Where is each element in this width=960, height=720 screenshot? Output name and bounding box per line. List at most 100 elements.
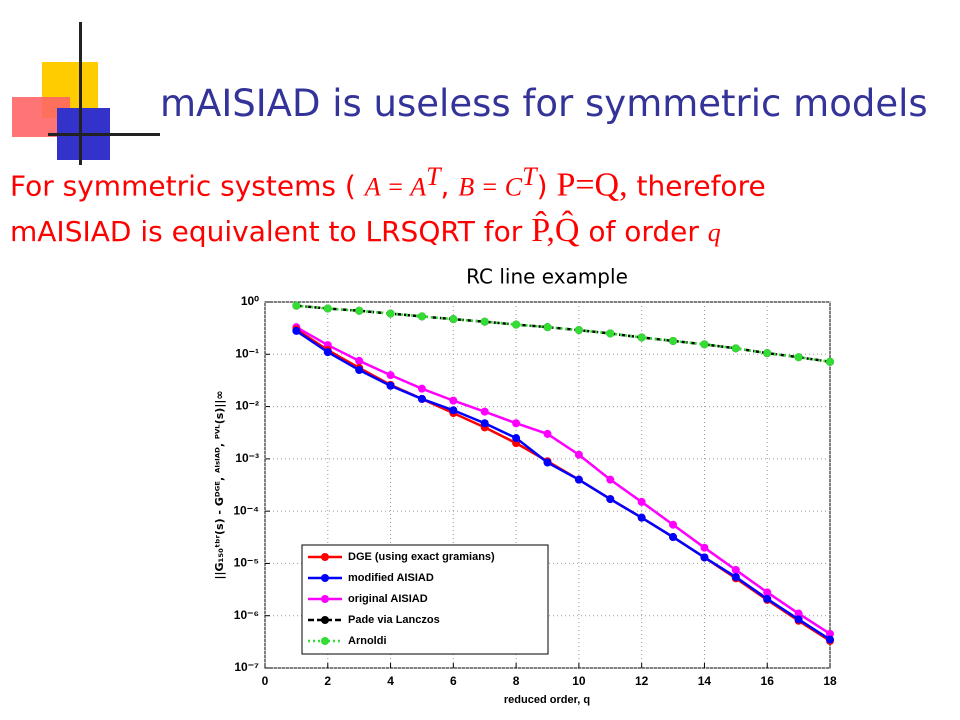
- legend-marker: [321, 616, 329, 624]
- point: [606, 495, 615, 504]
- point: [480, 317, 489, 326]
- text: of order: [588, 215, 699, 248]
- math: B = C: [458, 172, 523, 202]
- point: [480, 419, 489, 428]
- point: [292, 301, 301, 310]
- point: [512, 320, 521, 329]
- point: [637, 513, 646, 522]
- x-tick-label: 12: [635, 674, 649, 688]
- point: [826, 357, 834, 366]
- series-line: [295, 329, 831, 641]
- x-tick-label: 0: [262, 674, 269, 688]
- point: [669, 520, 678, 529]
- point: [574, 326, 583, 335]
- point: [794, 353, 803, 362]
- point: [574, 450, 583, 459]
- x-tick-label: 18: [823, 674, 837, 688]
- point: [669, 336, 678, 345]
- y-tick-label: 10⁻⁶: [234, 608, 259, 622]
- x-tick-label: 16: [761, 674, 775, 688]
- math: T: [426, 162, 441, 191]
- y-tick-label: 10⁻²: [235, 399, 259, 413]
- point: [323, 348, 332, 357]
- math: A = A: [364, 172, 427, 202]
- x-tick-label: 6: [450, 674, 457, 688]
- text: ): [536, 169, 548, 203]
- point: [355, 306, 364, 315]
- point: [449, 396, 458, 405]
- slide-title: mAISIAD is useless for symmetric models: [160, 82, 928, 125]
- x-tick-label: 2: [324, 674, 331, 688]
- point: [826, 629, 834, 638]
- point: [574, 475, 583, 484]
- point: [292, 326, 301, 335]
- legend-label: modified AISIAD: [348, 572, 434, 584]
- x-tick-label: 14: [698, 674, 712, 688]
- point: [637, 333, 646, 342]
- legend-label: Pade via Lanczos: [348, 614, 440, 626]
- point: [700, 543, 709, 552]
- point: [606, 329, 615, 338]
- text: For symmetric systems (: [10, 169, 356, 203]
- point: [637, 497, 646, 506]
- text: therefore: [636, 169, 766, 203]
- deco: [79, 22, 82, 165]
- legend-marker: [321, 637, 329, 645]
- y-tick-label: 10⁻³: [235, 451, 259, 465]
- point: [543, 458, 552, 467]
- text-line: mAISIAD is equivalent to LRSQRT for P̂,Q…: [10, 212, 721, 250]
- series-line: [296, 304, 831, 363]
- point: [731, 573, 740, 582]
- x-tick-label: 8: [513, 674, 520, 688]
- legend-label: original AISIAD: [348, 593, 428, 605]
- point: [417, 384, 426, 393]
- point: [826, 635, 834, 644]
- text: ,: [440, 169, 450, 203]
- point: [386, 371, 395, 380]
- deco: [48, 133, 160, 136]
- series-line: [295, 326, 831, 635]
- point: [763, 349, 772, 358]
- point: [512, 419, 521, 428]
- point: [417, 394, 426, 403]
- y-tick-label: 10⁻¹: [235, 346, 259, 360]
- point: [355, 356, 364, 365]
- point: [606, 475, 615, 484]
- legend-label: DGE (using exact gramians): [348, 551, 495, 563]
- legend-marker: [321, 574, 329, 582]
- point: [449, 406, 458, 415]
- math: q: [707, 218, 721, 247]
- text: mAISIAD is equivalent to LRSQRT for: [10, 215, 523, 248]
- y-tick-label: 10⁻⁵: [234, 556, 259, 570]
- y-axis-label: ||G₁₅₀ᵗᵇʳ(s) - Gᴰᴳᴱ, ᴬᴵˢᴵᴬᴰ, ᴾⱽᴸ(s)||∞: [213, 390, 226, 579]
- legend-box: [301, 544, 549, 655]
- point: [480, 407, 489, 416]
- point: [669, 533, 678, 542]
- point: [543, 429, 552, 438]
- point: [700, 340, 709, 349]
- y-tick-label: 10⁰: [241, 294, 259, 308]
- legend-label: Arnoldi: [348, 635, 387, 647]
- point: [763, 594, 772, 603]
- chart-title: RC line example: [466, 265, 628, 289]
- text-line: For symmetric systems ( A = AT, B = CT) …: [10, 162, 766, 204]
- math: P̂,Q̂: [531, 212, 580, 249]
- point: [763, 588, 772, 597]
- x-axis-label: reduced order, q: [504, 694, 590, 706]
- point: [386, 381, 395, 390]
- point: [731, 565, 740, 574]
- point: [731, 344, 740, 353]
- point: [417, 312, 426, 321]
- point: [543, 323, 552, 332]
- point: [512, 434, 521, 443]
- math: T: [522, 162, 537, 191]
- math: P=Q,: [556, 166, 628, 204]
- x-tick-label: 10: [572, 674, 586, 688]
- y-tick-label: 10⁻⁴: [233, 503, 259, 517]
- point: [355, 366, 364, 375]
- point: [794, 609, 803, 618]
- point: [449, 315, 458, 324]
- point: [700, 553, 709, 562]
- legend-marker: [321, 595, 329, 603]
